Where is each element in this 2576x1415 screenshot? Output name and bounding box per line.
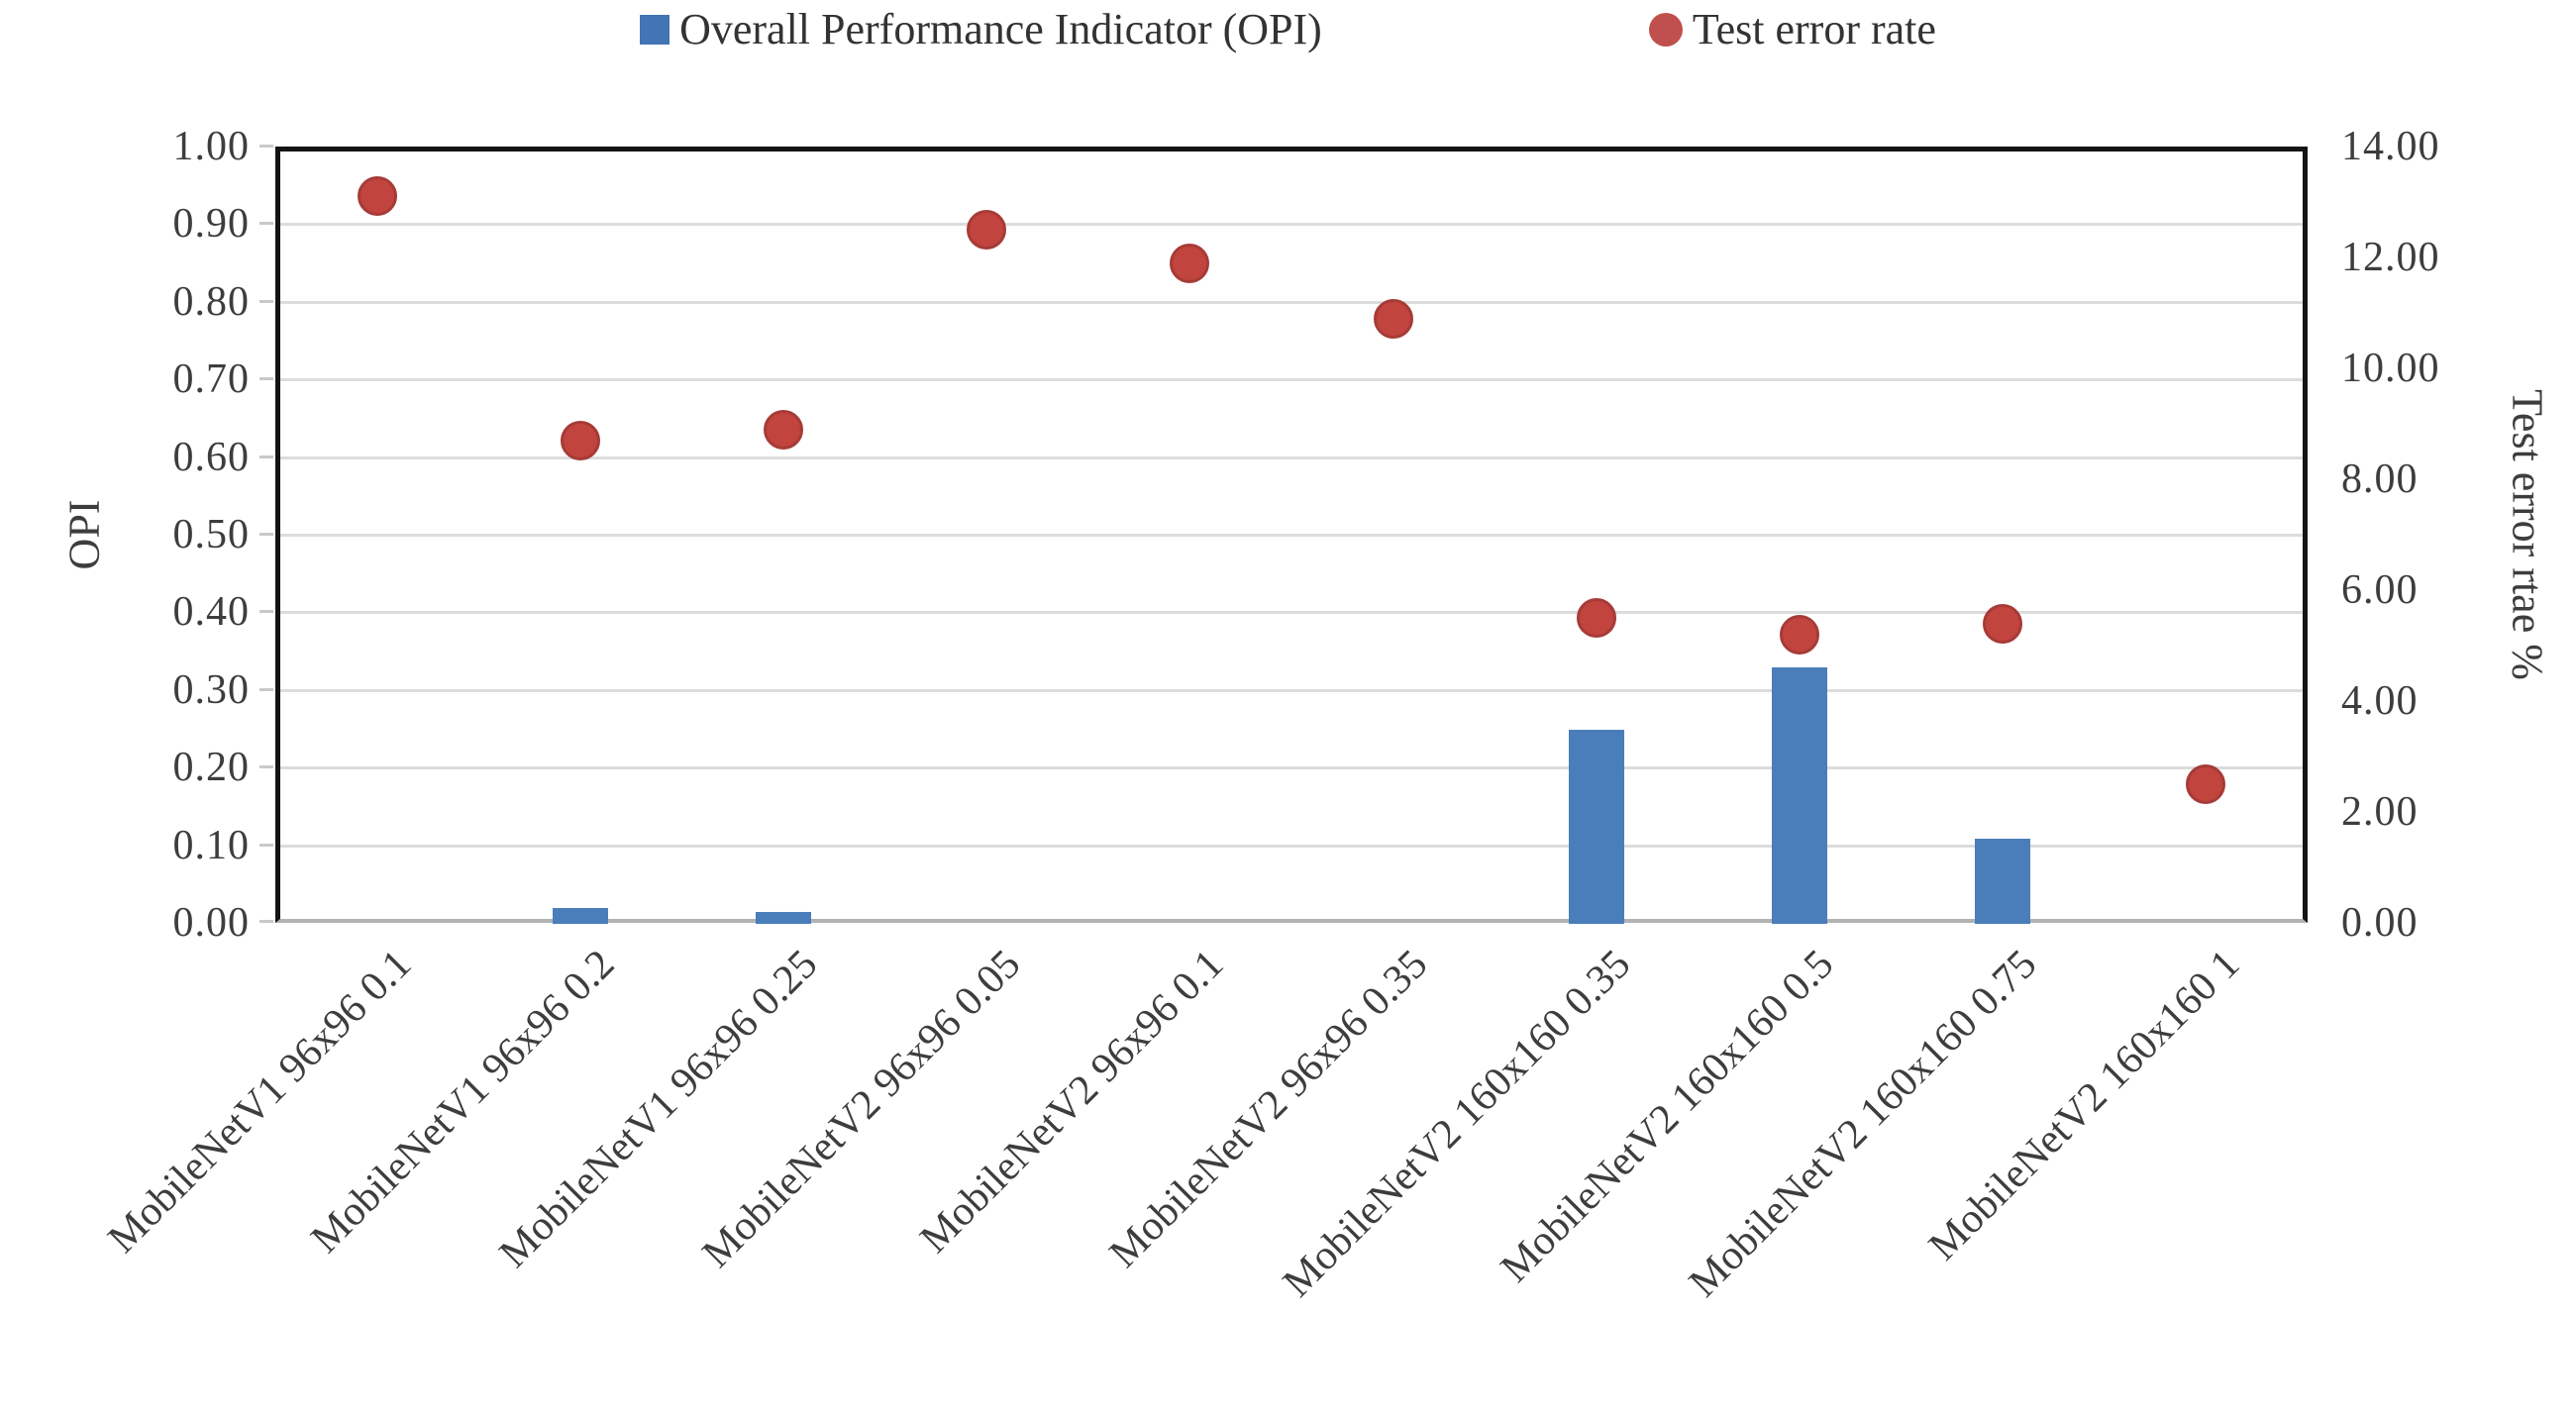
gridline (280, 378, 2303, 382)
x-axis-label: MobileNetV2 160x160 0.5 (1492, 941, 1843, 1292)
bar-series-swatch-icon (640, 15, 670, 45)
gridline (280, 455, 2303, 459)
left-axis-tick (259, 377, 273, 381)
left-axis-tick-label: 0.30 (172, 666, 250, 713)
left-axis-tick-label: 0.60 (172, 434, 250, 480)
gridline (280, 223, 2303, 227)
plot-area (275, 147, 2308, 924)
legend: Overall Performance Indicator (OPI) Test… (0, 4, 2576, 55)
left-axis-tick (259, 687, 273, 691)
right-axis-title: Test error rtae % (2503, 389, 2552, 680)
left-axis-tick (259, 455, 273, 458)
gridline (280, 534, 2303, 537)
right-axis-tick-label: 12.00 (2341, 235, 2440, 280)
left-axis-tick (259, 610, 273, 614)
left-axis-tick (259, 920, 273, 923)
right-axis-tick-label: 8.00 (2341, 456, 2419, 502)
left-axis-tick-label: 0.50 (172, 512, 250, 557)
left-axis-tick-label: 0.20 (172, 745, 250, 791)
left-axis-tick-label: 0.70 (172, 356, 250, 403)
right-axis-tick-label: 0.00 (2341, 900, 2419, 946)
right-axis-tick-label: 14.00 (2341, 124, 2440, 169)
left-axis-tick (259, 299, 273, 303)
marker-1 (357, 176, 397, 217)
marker-8 (1780, 614, 1819, 655)
gridline (280, 766, 2303, 770)
x-axis-label: MobileNetV2 160x160 0.35 (1274, 941, 1640, 1306)
bar-8 (1772, 667, 1827, 924)
bar-3 (756, 912, 811, 924)
gridline (280, 300, 2303, 304)
marker-5 (1170, 243, 1210, 283)
gridline (280, 844, 2303, 848)
left-axis-tick-label: 0.40 (172, 589, 250, 636)
x-axis-label: MobileNetV2 160x160 0.75 (1681, 941, 2046, 1306)
legend-item-opi: Overall Performance Indicator (OPI) (640, 4, 1322, 55)
marker-9 (1983, 603, 2023, 644)
legend-label-test-error: Test error rate (1692, 5, 1936, 53)
marker-7 (1576, 598, 1616, 638)
legend-item-test-error: Test error rate (1648, 4, 1936, 55)
right-axis-tick-label: 6.00 (2341, 567, 2419, 613)
left-axis-tick (259, 145, 273, 148)
marker-4 (967, 210, 1007, 250)
left-axis-tick (259, 222, 273, 226)
left-axis-tick (259, 533, 273, 536)
marker-2 (560, 420, 600, 460)
left-axis-tick (259, 765, 273, 769)
bar-2 (552, 908, 608, 924)
left-axis-tick (259, 843, 273, 847)
legend-label-opi: Overall Performance Indicator (OPI) (679, 5, 1322, 53)
right-axis-tick-label: 2.00 (2341, 789, 2419, 835)
scatter-series-swatch-icon (1648, 13, 1683, 47)
left-axis-tick-label: 0.90 (172, 201, 250, 248)
left-axis-tick-label: 0.10 (172, 822, 250, 868)
right-axis-tick-label: 4.00 (2341, 678, 2419, 724)
bar-9 (1975, 838, 2031, 924)
gridline (280, 611, 2303, 615)
bar-7 (1568, 730, 1624, 924)
marker-6 (1373, 298, 1413, 339)
right-axis-tick-label: 10.00 (2341, 346, 2440, 391)
gridline (280, 688, 2303, 692)
left-axis-tick-label: 1.00 (172, 124, 250, 169)
marker-3 (764, 409, 803, 450)
left-axis-tick-label: 0.80 (172, 278, 250, 325)
left-axis-tick-label: 0.00 (172, 900, 250, 946)
marker-10 (2186, 764, 2226, 804)
